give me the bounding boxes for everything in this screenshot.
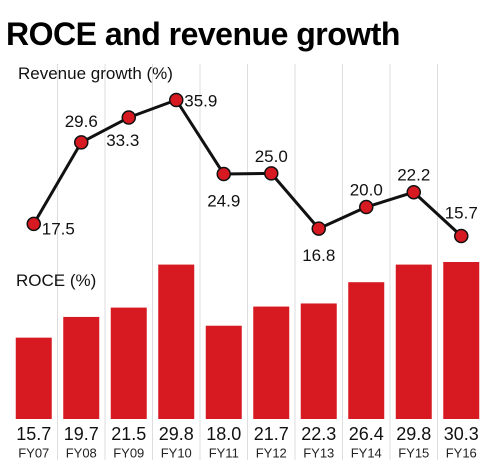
roce-bar (395, 264, 432, 419)
roce-value-label: 30.3 (444, 424, 479, 444)
roce-bar (300, 303, 337, 419)
growth-label: 29.6 (65, 112, 98, 131)
gridlines (57, 64, 438, 460)
category-label: FY10 (161, 445, 192, 460)
growth-point (121, 110, 136, 125)
roce-bar (443, 262, 480, 419)
roce-bar (63, 316, 100, 419)
roce-value-label: 22.3 (301, 424, 336, 444)
category-label: FY13 (303, 445, 334, 460)
roce-value-label: 21.7 (254, 424, 289, 444)
growth-label: 15.7 (445, 203, 478, 222)
growth-label: 20.0 (350, 181, 383, 200)
bar-axis-label: ROCE (%) (16, 271, 96, 290)
roce-value-label: 26.4 (349, 424, 384, 444)
category-label: FY07 (18, 445, 49, 460)
growth-label: 33.3 (106, 131, 139, 150)
growth-point (264, 166, 279, 181)
roce-bar (253, 306, 290, 419)
roce-value-label: 21.5 (111, 424, 146, 444)
growth-point (169, 92, 184, 108)
bar-series (15, 262, 480, 419)
growth-point (406, 184, 421, 200)
roce-value-label: 29.8 (159, 424, 194, 444)
roce-bar (158, 264, 195, 419)
growth-point (454, 228, 469, 244)
growth-label: 16.8 (302, 246, 335, 265)
growth-point (216, 166, 231, 182)
category-label: FY08 (66, 445, 97, 460)
category-label: FY09 (113, 445, 144, 460)
line-series: 17.5 29.6 33.3 35.9 24.9 25.0 16.8 20.0 22.2 15.7 (26, 91, 478, 265)
category-label: FY15 (398, 445, 429, 460)
category-label: FY16 (446, 445, 477, 460)
roce-value-label: 18.0 (206, 424, 241, 444)
growth-point (359, 199, 374, 215)
category-label: FY11 (209, 445, 239, 460)
growth-label: 22.2 (397, 166, 430, 185)
roce-value-label: 15.7 (16, 424, 51, 444)
growth-point (26, 216, 41, 232)
line-axis-label: Revenue growth (%) (18, 64, 173, 83)
chart-title: ROCE and revenue growth (6, 16, 400, 52)
growth-point (311, 221, 326, 236)
growth-label: 24.9 (207, 192, 240, 211)
category-label: FY12 (256, 445, 287, 460)
roce-bar (15, 337, 52, 419)
growth-line (32, 98, 463, 238)
category-labels: 15.7FY0719.7FY0821.5FY0929.8FY1018.0FY11… (16, 424, 479, 461)
growth-point (74, 135, 89, 150)
roce-value-label: 19.7 (64, 424, 99, 444)
category-label: FY14 (351, 445, 382, 460)
roce-value-label: 29.8 (396, 424, 431, 444)
roce-bar (348, 282, 385, 419)
growth-label: 25.0 (255, 147, 288, 166)
roce-bar (205, 325, 242, 419)
roce-bar (110, 307, 147, 419)
growth-label: 35.9 (184, 91, 217, 110)
growth-label: 17.5 (42, 219, 75, 238)
